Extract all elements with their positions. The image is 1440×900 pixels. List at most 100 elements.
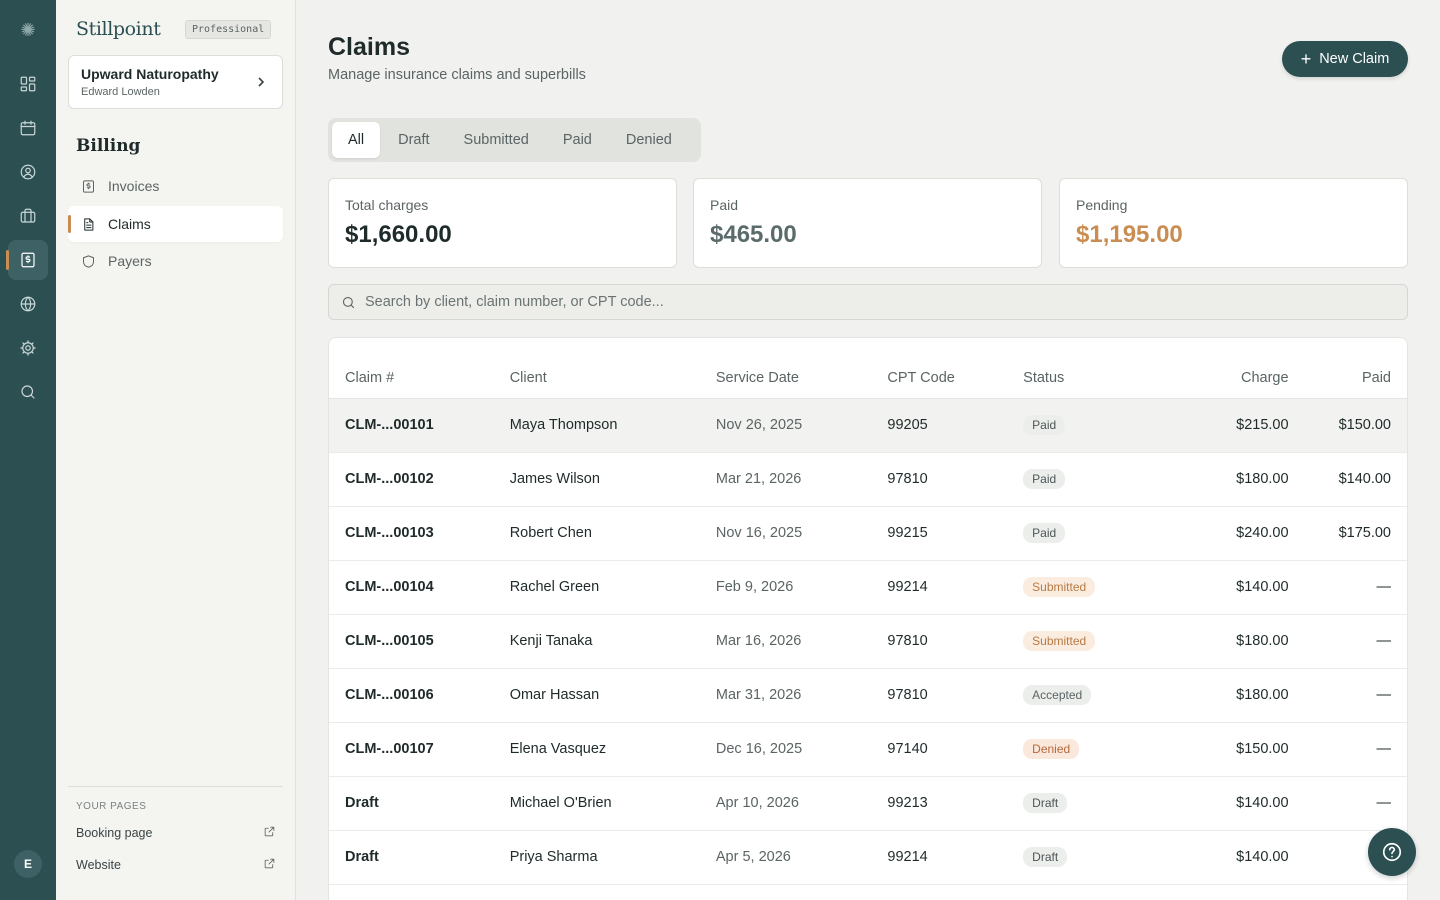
client-name: James Wilson <box>509 452 716 507</box>
practice-name: Upward Naturopathy <box>81 66 219 82</box>
charge-amount: $215.00 <box>1155 398 1289 453</box>
external-link-icon <box>263 825 276 841</box>
booking-page-link[interactable]: Booking page <box>76 825 276 841</box>
paid-amount: — <box>1288 614 1407 669</box>
tab-paid[interactable]: Paid <box>562 132 592 148</box>
status-badge: Paid <box>1023 523 1066 543</box>
table-row[interactable]: CLM-...00103 Robert Chen Nov 16, 2025 99… <box>329 506 1407 561</box>
column-header-status[interactable]: Status <box>1023 338 1156 399</box>
claim-number: CLM-...00102 <box>329 452 510 507</box>
settings-icon[interactable] <box>8 328 48 368</box>
table-row[interactable]: CLM-...00107 Elena Vasquez Dec 16, 2025 … <box>329 722 1407 777</box>
charge-amount: $180.00 <box>1155 668 1289 723</box>
column-header-cpt-code[interactable]: CPT Code <box>887 338 1024 399</box>
cpt-code: 97810 <box>887 668 1024 723</box>
tab-submitted[interactable]: Submitted <box>463 132 529 148</box>
your-pages-label: YOUR PAGES <box>76 801 147 812</box>
section-title: Billing <box>76 136 141 156</box>
billing-icon[interactable] <box>6 240 48 280</box>
table-row[interactable]: CLM-...00106 Omar Hassan Mar 31, 2026 97… <box>329 668 1407 723</box>
status-badge: Paid <box>1023 469 1066 489</box>
claim-number: Draft <box>329 830 510 885</box>
stat-label: Paid <box>710 197 739 213</box>
client-name: Rachel Green <box>509 560 716 615</box>
table-row[interactable]: CLM-...00105 Kenji Tanaka Mar 16, 2026 9… <box>329 614 1407 669</box>
service-date: Mar 31, 2026 <box>715 668 888 723</box>
service-date: Mar 16, 2026 <box>715 614 888 669</box>
user-avatar[interactable]: E <box>14 850 42 878</box>
claim-number: CLM-...00105 <box>329 614 510 669</box>
claim-number: CLM-...00103 <box>329 506 510 561</box>
invoice-icon <box>80 178 96 194</box>
column-header-client[interactable]: Client <box>509 338 716 399</box>
sidebar-item-label: Claims <box>108 216 151 232</box>
paid-amount: $150.00 <box>1288 398 1407 453</box>
client-name: Priya Sharma <box>509 830 716 885</box>
stat-total-charges: Total charges $1,660.00 <box>328 178 677 268</box>
briefcase-icon[interactable] <box>8 196 48 236</box>
tab-draft[interactable]: Draft <box>398 132 430 148</box>
table-row[interactable]: CLM-...00101 Maya Thompson Nov 26, 2025 … <box>329 398 1407 453</box>
new-claim-button[interactable]: + New Claim <box>1282 41 1408 77</box>
sidebar-item-label: Invoices <box>108 178 160 194</box>
column-header-claim[interactable]: Claim # <box>329 338 510 399</box>
paid-amount: — <box>1288 560 1407 615</box>
claim-number: CLM-...00101 <box>329 398 510 453</box>
practice-switcher[interactable]: Upward Naturopathy Edward Lowden <box>68 55 283 109</box>
charge-amount: $180.00 <box>1155 614 1289 669</box>
sidebar-item-payers[interactable]: Payers <box>68 243 283 279</box>
service-date: Nov 26, 2025 <box>715 398 888 453</box>
clients-icon[interactable] <box>8 152 48 192</box>
page-title: Claims <box>328 33 410 61</box>
status-badge: Submitted <box>1023 631 1096 651</box>
page-subtitle: Manage insurance claims and superbills <box>328 67 586 83</box>
claim-number: Draft <box>329 776 510 831</box>
status-badge: Paid <box>1023 415 1066 435</box>
help-icon <box>1382 842 1402 862</box>
table-header-row: Claim # Client Service Date CPT Code Sta… <box>329 338 1407 399</box>
paid-amount: $140.00 <box>1288 452 1407 507</box>
column-header-paid[interactable]: Paid <box>1288 338 1407 399</box>
tab-all[interactable]: All <box>332 122 381 158</box>
globe-icon[interactable] <box>8 284 48 324</box>
claim-number: CLM-...00107 <box>329 722 510 777</box>
claim-number: CLM-...00104 <box>329 560 510 615</box>
charge-amount: $180.00 <box>1155 452 1289 507</box>
help-button[interactable] <box>1368 828 1416 876</box>
search-icon[interactable] <box>8 372 48 412</box>
website-link[interactable]: Website <box>76 857 276 873</box>
table-row[interactable]: CLM-...00102 James Wilson Mar 21, 2026 9… <box>329 452 1407 507</box>
table-row[interactable]: Draft Priya Sharma Apr 5, 2026 99214 Dra… <box>329 830 1407 885</box>
column-header-service-date[interactable]: Service Date <box>715 338 888 399</box>
cpt-code: 99214 <box>887 830 1024 885</box>
column-header-charge[interactable]: Charge <box>1155 338 1289 399</box>
cpt-code: 99205 <box>887 398 1024 453</box>
client-name: Elena Vasquez <box>509 722 716 777</box>
sidebar-item-invoices[interactable]: Invoices <box>68 168 283 204</box>
app-logo-icon[interactable]: ✺ <box>20 20 36 40</box>
search-bar <box>328 284 1408 320</box>
cpt-code: 99214 <box>887 560 1024 615</box>
search-input[interactable] <box>365 285 1395 319</box>
client-name: Maya Thompson <box>509 398 716 453</box>
practice-user: Edward Lowden <box>81 86 160 98</box>
shield-icon <box>80 253 96 269</box>
sidebar-divider <box>68 786 283 787</box>
charge-amount: $140.00 <box>1155 830 1289 885</box>
paid-amount: — <box>1288 776 1407 831</box>
status-badge: Denied <box>1023 739 1080 759</box>
table-row[interactable]: CLM-...00104 Rachel Green Feb 9, 2026 99… <box>329 560 1407 615</box>
sidebar-item-claims[interactable]: Claims <box>68 206 283 242</box>
table-row[interactable]: Draft Michael O'Brien Apr 10, 2026 99213… <box>329 776 1407 831</box>
service-date: Feb 9, 2026 <box>715 560 888 615</box>
service-date: Nov 16, 2025 <box>715 506 888 561</box>
tab-denied[interactable]: Denied <box>625 132 672 148</box>
calendar-icon[interactable] <box>8 108 48 148</box>
client-name: Kenji Tanaka <box>509 614 716 669</box>
dashboard-icon[interactable] <box>8 64 48 104</box>
sidebar-item-label: Payers <box>108 253 152 269</box>
page-link-label: Booking page <box>76 826 153 840</box>
stat-value: $1,660.00 <box>345 221 452 248</box>
client-name: Robert Chen <box>509 506 716 561</box>
cpt-code: 97140 <box>887 722 1024 777</box>
